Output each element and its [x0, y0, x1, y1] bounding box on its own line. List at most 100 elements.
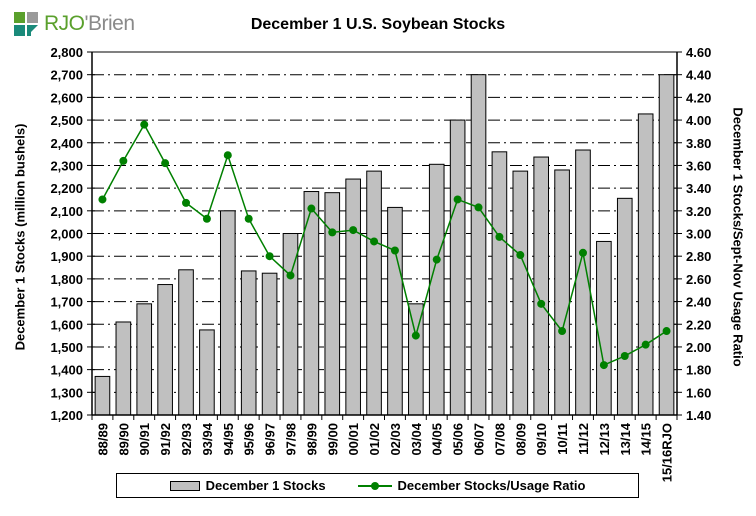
x-axis-tick-label: 10/11	[555, 423, 570, 455]
ratio-point-07/08	[495, 232, 504, 241]
x-axis-tick-label: 97/98	[283, 423, 298, 456]
ratio-point-11/12	[578, 248, 587, 257]
logo-mark-icon	[14, 12, 38, 36]
legend-label-stocks: December 1 Stocks	[205, 478, 326, 493]
right-axis-tick-label: 4.60	[686, 45, 711, 60]
legend-bar-swatch	[169, 480, 200, 491]
right-axis-tick-label: 1.40	[686, 408, 711, 423]
bar-04/05	[428, 163, 445, 416]
left-axis-tick-label: 1,200	[50, 408, 83, 423]
left-axis-tick-label: 1,900	[50, 249, 83, 264]
right-axis-tick-label: 3.40	[686, 181, 711, 196]
x-axis-tick-label: 08/09	[513, 423, 528, 456]
x-axis-tick-label: 92/93	[179, 423, 194, 456]
right-axis-tick-label: 2.20	[686, 317, 711, 332]
legend-label-ratio: December Stocks/Usage Ratio	[397, 478, 586, 493]
right-axis-tick-label: 4.20	[686, 90, 711, 105]
bar-01/02	[366, 170, 382, 416]
x-axis-tick-label: 00/01	[346, 423, 361, 456]
ratio-point-96/97	[265, 252, 274, 261]
left-axis-tick-label: 2,500	[50, 113, 83, 128]
ratio-point-97/98	[286, 271, 295, 280]
x-axis-tick-label: 99/00	[325, 423, 340, 456]
x-axis-tick-label: 02/03	[388, 423, 403, 456]
bar-10/11	[554, 169, 570, 416]
bar-09/10	[533, 156, 550, 416]
bar-12/13	[596, 240, 612, 416]
ratio-point-08/09	[516, 251, 525, 260]
ratio-point-15/16RJO	[662, 327, 671, 336]
ratio-point-04/05	[432, 255, 441, 264]
x-axis-tick-label: 06/07	[472, 423, 487, 456]
left-axis-tick-label: 2,200	[50, 181, 83, 196]
right-axis-tick-label: 2.80	[686, 249, 711, 264]
ratio-point-14/15	[641, 340, 650, 349]
logo-text: RJO'Brien	[44, 12, 135, 35]
ratio-point-99/00	[328, 228, 337, 237]
x-axis-tick-label: 01/02	[367, 423, 382, 456]
ratio-point-88/89	[98, 195, 107, 204]
ratio-point-01/02	[370, 237, 379, 246]
bar-93/94	[199, 329, 215, 416]
x-axis-tick-label: 13/14	[618, 422, 633, 455]
x-axis-tick-label: 94/95	[221, 423, 236, 456]
ratio-point-90/91	[140, 120, 149, 129]
ratio-point-95/96	[244, 214, 253, 223]
right-axis-tick-label: 2.60	[686, 272, 711, 287]
right-axis-tick-label: 2.00	[686, 340, 711, 355]
legend: December 1 Stocks December Stocks/Usage …	[116, 473, 639, 498]
x-axis-tick-label: 05/06	[451, 423, 466, 456]
x-axis-tick-label: 03/04	[409, 422, 424, 455]
left-axis-tick-label: 1,800	[50, 272, 83, 287]
left-axis-tick-label: 1,400	[50, 363, 83, 378]
left-axis-tick-label: 2,000	[50, 227, 83, 242]
left-axis-tick-label: 2,700	[50, 68, 83, 83]
chart-title: December 1 U.S. Soybean Stocks	[250, 16, 506, 33]
x-axis-tick-label: 95/96	[242, 423, 257, 456]
rjobrien-logo: RJO'Brien	[14, 10, 154, 40]
legend-item-stocks: December 1 Stocks	[169, 478, 326, 493]
bar-00/01	[345, 178, 361, 416]
ratio-point-09/10	[537, 299, 546, 308]
right-axis-tick-label: 3.00	[686, 227, 711, 242]
ratio-point-03/04	[411, 331, 420, 340]
x-axis-tick-label: 14/15	[639, 423, 654, 456]
left-axis-tick-label: 1,600	[50, 317, 83, 332]
bar-13/14	[616, 197, 633, 416]
bar-92/93	[178, 269, 194, 416]
right-axis-tick-label: 1.60	[686, 385, 711, 400]
bar-91/92	[157, 284, 173, 416]
bar-06/07	[470, 74, 487, 416]
legend-item-ratio: December Stocks/Usage Ratio	[357, 478, 586, 493]
ratio-point-91/92	[161, 159, 170, 168]
ratio-line	[101, 123, 667, 367]
x-axis-tick-label: 15/16RJO	[660, 423, 675, 482]
x-axis-tick-label: 12/13	[597, 423, 612, 456]
bar-05/06	[449, 119, 466, 416]
ratio-point-12/13	[599, 361, 608, 370]
right-axis-tick-label: 2.40	[686, 295, 711, 310]
bar-08/09	[512, 170, 529, 416]
x-axis-tick-label: 98/99	[304, 423, 319, 456]
x-axis-tick-label: 91/92	[158, 423, 173, 456]
bar-07/08	[491, 151, 508, 416]
bar-03/04	[408, 303, 424, 416]
ratio-point-92/93	[182, 198, 191, 207]
right-axis-tick-label: 3.80	[686, 136, 711, 151]
bar-15/16RJO	[658, 74, 675, 416]
ratio-point-93/94	[202, 214, 211, 223]
right-axis-tick-label: 3.60	[686, 158, 711, 173]
bar-95/96	[240, 270, 257, 416]
bar-14/15	[637, 113, 654, 416]
x-axis-tick-label: 93/94	[200, 422, 215, 455]
x-axis-tick-label: 09/10	[534, 423, 549, 456]
x-axis-tick-label: 04/05	[430, 423, 445, 456]
bar-89/90	[115, 321, 132, 416]
x-axis-tick-label: 88/89	[95, 423, 110, 456]
left-axis-tick-label: 1,300	[50, 385, 83, 400]
left-axis-tick-label: 1,700	[50, 295, 83, 310]
bar-96/97	[261, 272, 278, 416]
ratio-point-89/90	[119, 156, 128, 165]
x-axis-tick-label: 07/08	[492, 423, 507, 456]
